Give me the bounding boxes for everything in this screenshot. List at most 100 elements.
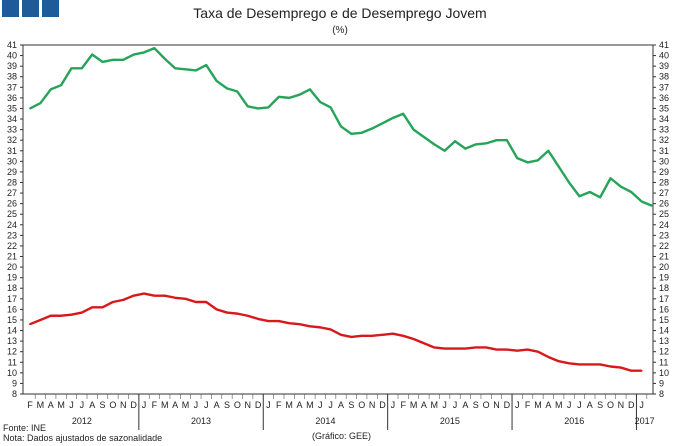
y-tick-label-right: 33 [659,125,669,135]
y-tick-label-left: 26 [7,199,17,209]
y-tick-label-left: 34 [7,114,17,124]
y-tick-label-right: 9 [659,378,664,388]
logo-square-1 [2,0,19,17]
y-tick-label-right: 41 [659,40,669,50]
series-point-youth [153,47,156,50]
y-tick-label-left: 13 [7,336,17,346]
y-tick-label-right: 14 [659,326,669,336]
series-point-youth [433,143,436,146]
series-point-youth [516,157,519,160]
series-point-total [423,342,425,345]
y-tick-label-right: 32 [659,135,669,145]
series-point-youth [526,161,529,164]
series-point-youth [122,58,125,61]
x-month-label: M [57,400,65,410]
x-month-label: A [172,400,178,410]
y-tick-label-right: 37 [659,82,669,92]
x-month-label: J [69,400,74,410]
y-tick-label-left: 35 [7,103,17,113]
series-point-youth [474,143,477,146]
series-point-total [236,312,239,315]
series-point-total [101,306,104,309]
y-tick-label-right: 19 [659,273,669,283]
x-month-label: N [618,400,625,410]
x-month-label: J [194,400,199,410]
series-point-youth [184,68,187,71]
x-month-label: M [161,400,169,410]
chart-subtitle: (%) [332,25,348,36]
x-month-label: N [120,400,127,410]
year-label: 2012 [72,416,92,426]
series-point-total [381,333,384,336]
chart-credit: (Gráfico: GEE) [312,431,372,441]
series-point-total [60,314,62,317]
x-month-label: O [358,400,365,410]
series-point-total [588,363,591,366]
series-point-youth [298,93,301,96]
logo-square-2 [22,0,39,17]
series-point-total [609,365,612,368]
series-point-total [402,334,405,337]
x-month-label: F [400,400,406,410]
x-month-label: M [410,400,418,410]
y-tick-label-right: 11 [659,357,668,367]
x-month-label: A [338,400,344,410]
series-point-youth [277,95,280,98]
y-tick-label-left: 27 [7,188,17,198]
series-point-total [143,292,145,295]
y-tick-label-right: 18 [659,283,669,293]
y-tick-label-right: 23 [659,230,669,240]
x-month-label: O [234,400,241,410]
series-point-total [174,296,177,299]
y-tick-label-right: 31 [659,146,669,156]
series-point-youth [454,140,456,143]
x-month-label: A [587,400,593,410]
series-point-youth [640,200,643,203]
series-point-total [464,347,467,350]
series-point-youth [91,53,94,56]
year-label: 2017 [635,416,655,426]
y-tick-label-left: 31 [7,146,17,156]
y-tick-label-right: 10 [659,368,669,378]
y-tick-label-left: 10 [7,368,17,378]
y-tick-label-left: 24 [7,220,17,230]
y-tick-label-left: 18 [7,283,17,293]
series-point-youth [568,181,570,184]
series-point-youth [132,53,135,56]
series-point-total [485,346,488,349]
y-tick-label-right: 16 [659,304,669,314]
y-tick-label-left: 36 [7,93,17,103]
series-point-youth [651,204,653,207]
y-tick-label-right: 28 [659,177,669,187]
series-point-youth [80,67,83,70]
series-point-total [205,301,208,303]
series-point-total [474,346,477,349]
series-point-total [163,294,166,297]
y-tick-label-left: 39 [7,61,17,71]
series-point-total [433,346,436,349]
y-tick-label-left: 37 [7,82,17,92]
series-point-youth [112,58,114,61]
series-point-total [70,313,73,316]
series-point-total [132,294,135,297]
series-point-total [526,348,529,351]
series-point-youth [226,87,228,90]
x-month-label: M [182,400,190,410]
y-tick-label-right: 15 [659,315,669,325]
series-point-total [309,325,311,328]
series-point-youth [505,139,508,142]
series-point-youth [340,125,342,128]
series-point-youth [39,102,42,105]
y-tick-label-left: 12 [7,347,17,357]
series-point-youth [360,131,363,134]
year-label: 2013 [191,416,211,426]
x-month-label: A [214,400,220,410]
adjustment-note: Nota: Dados ajustados de sazonalidade [3,433,163,443]
series-point-total [80,311,83,314]
x-month-label: J [142,400,147,410]
x-month-label: M [285,400,293,410]
x-month-label: J [80,400,85,410]
series-point-youth [329,106,332,109]
x-month-label: J [515,400,520,410]
x-month-label: M [431,400,439,410]
